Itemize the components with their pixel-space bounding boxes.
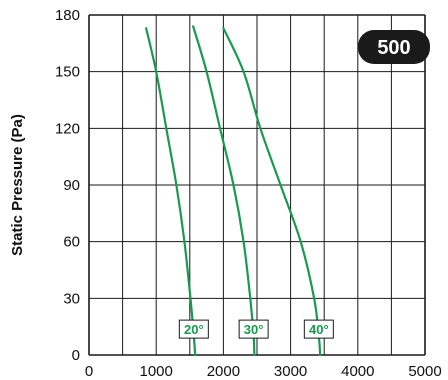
y-tick-label: 90 [63,177,80,194]
series-lines [145,25,322,357]
y-tick-label: 30 [63,290,80,307]
y-tick-label: 60 [63,234,80,251]
x-tick-label: 5000 [408,363,441,380]
model-badge: 500 [358,30,430,64]
x-tick-label: 2000 [207,363,240,380]
model-badge-text: 500 [377,37,410,59]
series-label-box [178,319,209,339]
y-tick-label: 180 [55,7,80,24]
series-label: 20° [184,322,204,337]
y-tick-label: 150 [55,64,80,81]
x-tick-label: 1000 [140,363,173,380]
x-tick-label: 0 [85,363,93,380]
tick-labels: 0 30 60 90 120 150 180 0 1000 2000 3000 4000 5000 [55,7,442,380]
series-label: 40° [309,322,329,337]
y-tick-label: 0 [72,347,80,364]
series-label-box [303,319,334,339]
series-label-box [238,319,269,339]
x-tick-label: 3000 [274,363,307,380]
y-axis-label: Static Pressure (Pa) [9,114,26,256]
series-label: 30° [244,322,264,337]
x-tick-label: 4000 [341,363,374,380]
series-line [222,27,322,357]
series-line [145,27,197,357]
series-labels: 20° 30° 40° [178,319,334,339]
model-badge-background [358,30,430,64]
y-tick-label: 120 [55,120,80,137]
grid [88,14,426,356]
